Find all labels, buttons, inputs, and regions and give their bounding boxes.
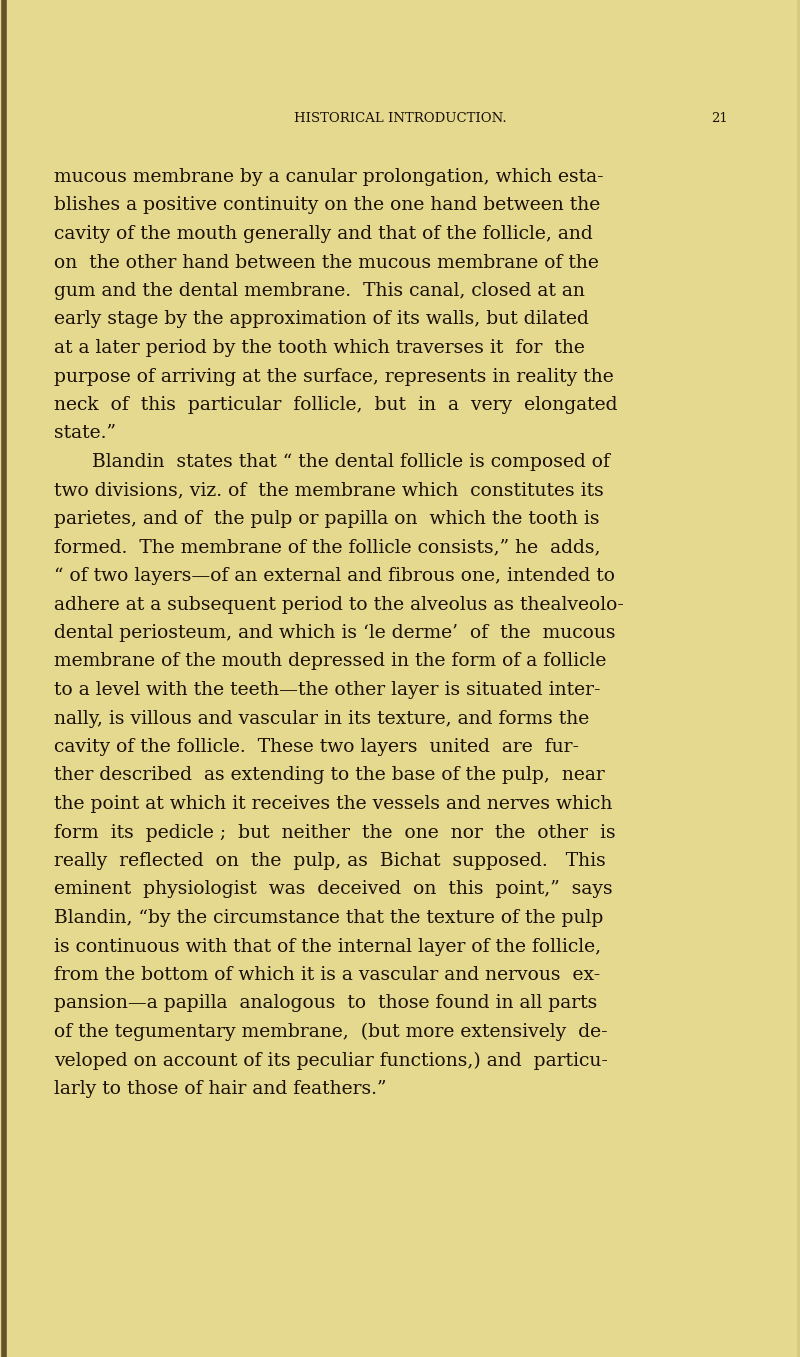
Text: mucous membrane by a canular prolongation, which esta-: mucous membrane by a canular prolongatio… bbox=[54, 168, 604, 186]
Text: Blandin, “by the circumstance that the texture of the pulp: Blandin, “by the circumstance that the t… bbox=[54, 909, 604, 927]
Text: from the bottom of which it is a vascular and nervous  ex-: from the bottom of which it is a vascula… bbox=[54, 966, 601, 984]
Text: cavity of the follicle.  These two layers  united  are  fur-: cavity of the follicle. These two layers… bbox=[54, 738, 579, 756]
Text: larly to those of hair and feathers.”: larly to those of hair and feathers.” bbox=[54, 1080, 387, 1098]
Text: parietes, and of  the pulp or papilla on  which the tooth is: parietes, and of the pulp or papilla on … bbox=[54, 510, 600, 528]
Text: neck  of  this  particular  follicle,  but  in  a  very  elongated: neck of this particular follicle, but in… bbox=[54, 396, 618, 414]
Text: Blandin  states that “ the dental follicle is composed of: Blandin states that “ the dental follicl… bbox=[93, 453, 610, 471]
Text: eminent  physiologist  was  deceived  on  this  point,”  says: eminent physiologist was deceived on thi… bbox=[54, 881, 613, 898]
Text: adhere at a subsequent period to the alveolus as thealveolo-: adhere at a subsequent period to the alv… bbox=[54, 596, 624, 613]
Text: at a later period by the tooth which traverses it  for  the: at a later period by the tooth which tra… bbox=[54, 339, 586, 357]
Text: blishes a positive continuity on the one hand between the: blishes a positive continuity on the one… bbox=[54, 197, 601, 214]
Text: ther described  as extending to the base of the pulp,  near: ther described as extending to the base … bbox=[54, 767, 605, 784]
Text: dental periosteum, and which is ‘le derme’  of  the  mucous: dental periosteum, and which is ‘le derm… bbox=[54, 624, 616, 642]
Text: early stage by the approximation of its walls, but dilated: early stage by the approximation of its … bbox=[54, 311, 590, 328]
Text: veloped on account of its peculiar functions,) and  particu-: veloped on account of its peculiar funct… bbox=[54, 1052, 608, 1069]
Text: of the tegumentary membrane,  (but more extensively  de-: of the tegumentary membrane, (but more e… bbox=[54, 1023, 608, 1041]
Text: membrane of the mouth depressed in the form of a follicle: membrane of the mouth depressed in the f… bbox=[54, 653, 606, 670]
Text: two divisions, viz. of  the membrane which  constitutes its: two divisions, viz. of the membrane whic… bbox=[54, 482, 604, 499]
Text: pansion—a papilla  analogous  to  those found in all parts: pansion—a papilla analogous to those fou… bbox=[54, 995, 598, 1012]
Text: gum and the dental membrane.  This canal, closed at an: gum and the dental membrane. This canal,… bbox=[54, 282, 586, 300]
Text: is continuous with that of the internal layer of the follicle,: is continuous with that of the internal … bbox=[54, 938, 602, 955]
Text: state.”: state.” bbox=[54, 425, 117, 442]
Text: the point at which it receives the vessels and nerves which: the point at which it receives the vesse… bbox=[54, 795, 613, 813]
Text: HISTORICAL INTRODUCTION.: HISTORICAL INTRODUCTION. bbox=[294, 113, 506, 125]
Text: purpose of arriving at the surface, represents in reality the: purpose of arriving at the surface, repr… bbox=[54, 368, 614, 385]
Text: formed.  The membrane of the follicle consists,” he  adds,: formed. The membrane of the follicle con… bbox=[54, 539, 601, 556]
Text: form  its  pedicle ;  but  neither  the  one  nor  the  other  is: form its pedicle ; but neither the one n… bbox=[54, 824, 616, 841]
Text: 21: 21 bbox=[711, 113, 728, 125]
Text: really  reflected  on  the  pulp, as  Bichat  supposed.   This: really reflected on the pulp, as Bichat … bbox=[54, 852, 606, 870]
Text: cavity of the mouth generally and that of the follicle, and: cavity of the mouth generally and that o… bbox=[54, 225, 593, 243]
Text: nally, is villous and vascular in its texture, and forms the: nally, is villous and vascular in its te… bbox=[54, 710, 590, 727]
Text: “ of two layers—of an external and fibrous one, intended to: “ of two layers—of an external and fibro… bbox=[54, 567, 615, 585]
Text: to a level with the teeth—the other layer is situated inter-: to a level with the teeth—the other laye… bbox=[54, 681, 601, 699]
Text: on  the other hand between the mucous membrane of the: on the other hand between the mucous mem… bbox=[54, 254, 599, 271]
